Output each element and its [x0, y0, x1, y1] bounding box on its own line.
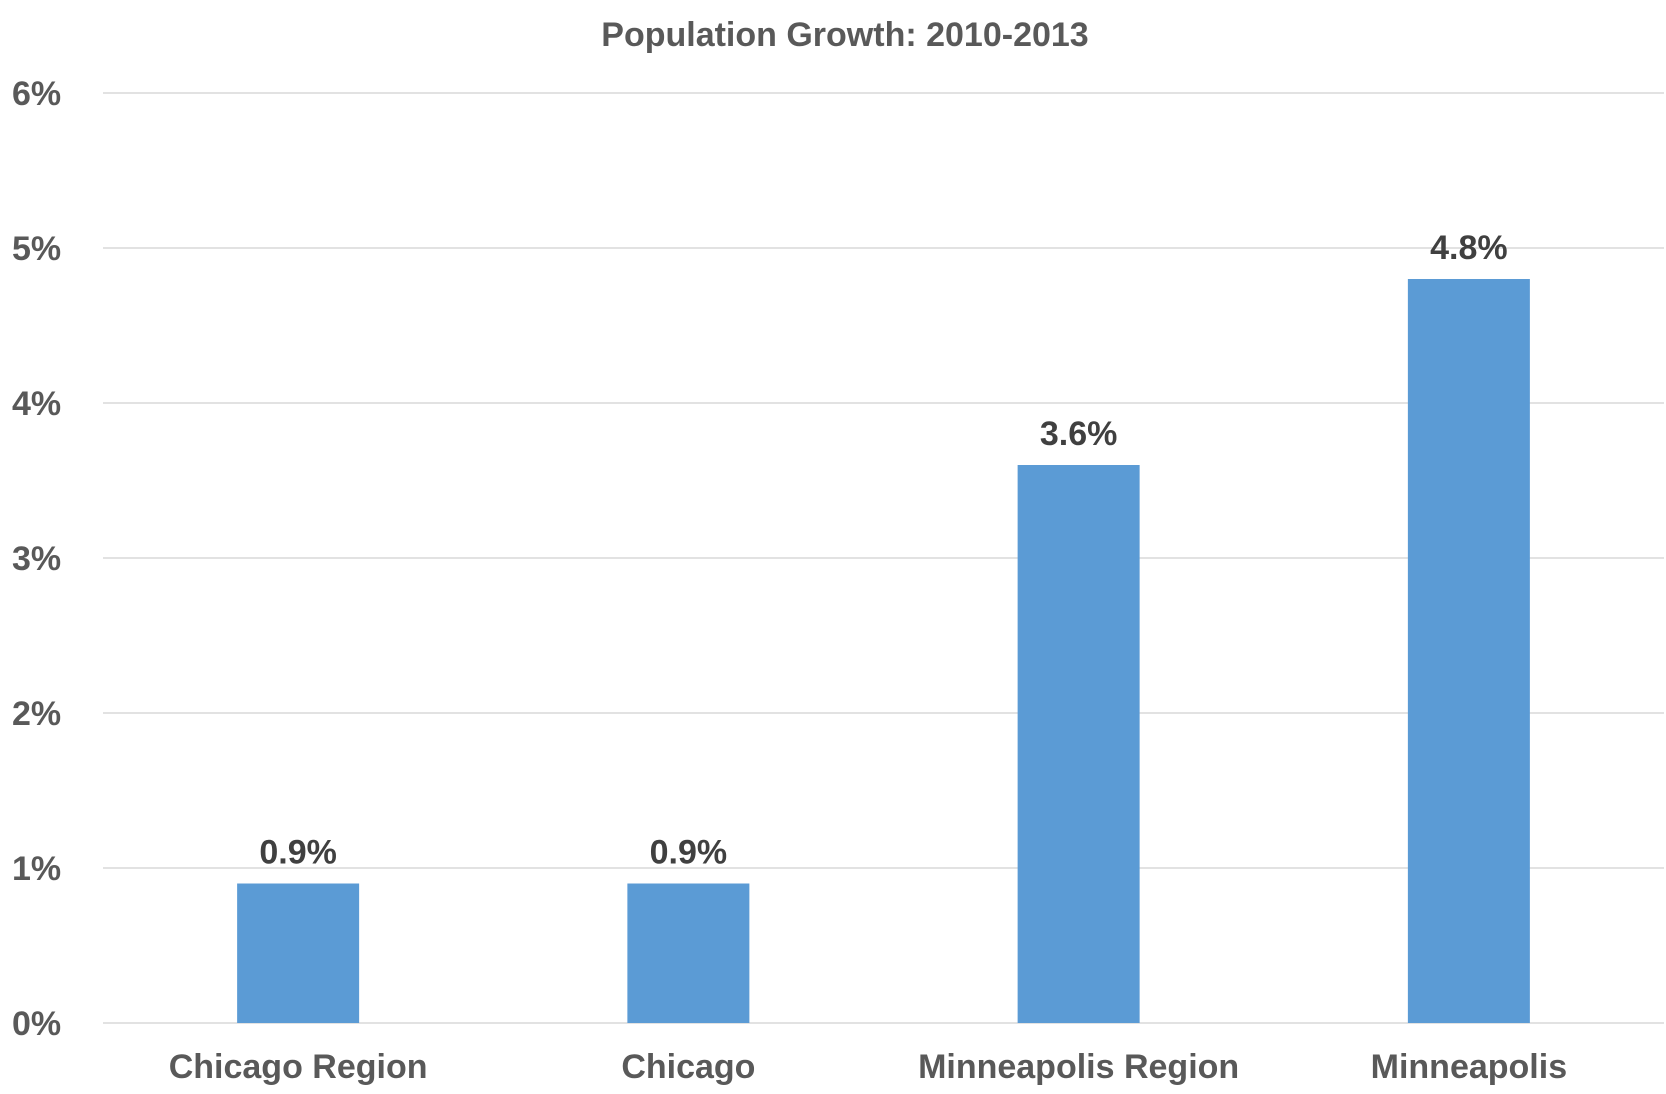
data-labels: 0.9% 0.9% 3.6% 4.8% — [259, 229, 1507, 872]
category-label: Minneapolis — [1371, 1048, 1567, 1086]
x-axis-category-labels: Chicago Region Chicago Minneapolis Region M… — [169, 1048, 1567, 1086]
data-label: 0.9% — [650, 834, 728, 872]
chart-title: Population Growth: 2010-2013 — [601, 16, 1088, 54]
gridlines — [103, 92, 1664, 1024]
category-label: Chicago — [621, 1048, 755, 1086]
bar — [237, 883, 360, 1023]
bar — [627, 883, 750, 1023]
bar — [1017, 465, 1140, 1023]
bars — [237, 279, 1530, 1023]
data-label: 3.6% — [1040, 415, 1118, 453]
y-axis-tick-labels: 0% 1% 2% 3% 4% 5% 6% — [12, 75, 61, 1043]
category-label: Minneapolis Region — [918, 1048, 1239, 1086]
y-tick-label: 1% — [12, 850, 61, 888]
y-tick-label: 6% — [12, 75, 61, 113]
y-tick-label: 0% — [12, 1005, 61, 1043]
data-label: 0.9% — [259, 834, 337, 872]
data-label: 4.8% — [1430, 229, 1508, 267]
y-tick-label: 2% — [12, 695, 61, 733]
y-tick-label: 3% — [12, 540, 61, 578]
category-label: Chicago Region — [169, 1048, 428, 1086]
bar — [1407, 279, 1530, 1023]
y-tick-label: 5% — [12, 230, 61, 268]
y-tick-label: 4% — [12, 385, 61, 423]
